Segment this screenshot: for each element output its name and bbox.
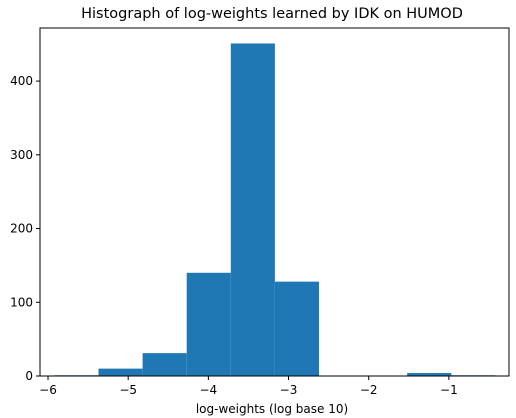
plot-frame xyxy=(39,27,510,377)
x-axis-ticks: −6 −5 −4 −3 −2 −1 xyxy=(39,376,458,397)
x-tick-label: −1 xyxy=(440,383,458,397)
x-tick-label: −2 xyxy=(360,383,378,397)
x-tick-label: −3 xyxy=(280,383,298,397)
histogram-bar-5 xyxy=(274,281,319,376)
x-tick-label: −6 xyxy=(39,383,57,397)
histogram-bar-4 xyxy=(230,43,275,376)
x-tick-label: −4 xyxy=(200,383,218,397)
y-axis-ticks: 0 100 200 300 400 xyxy=(10,74,40,383)
histogram-bar-3 xyxy=(186,272,231,376)
x-tick-label: −5 xyxy=(119,383,137,397)
x-axis-label: log-weights (log base 10) xyxy=(196,402,348,416)
y-tick-label: 400 xyxy=(10,74,33,88)
y-tick-label: 300 xyxy=(10,148,33,162)
y-tick-label: 0 xyxy=(25,369,33,383)
y-tick-label: 100 xyxy=(10,295,33,309)
histogram-bar-8 xyxy=(407,373,452,376)
bars-group xyxy=(54,43,496,377)
histogram-bar-2 xyxy=(142,353,187,376)
histogram-bar-1 xyxy=(98,368,143,376)
chart-title: Histograph of log-weights learned by IDK… xyxy=(81,6,463,22)
y-tick-label: 200 xyxy=(10,222,33,236)
